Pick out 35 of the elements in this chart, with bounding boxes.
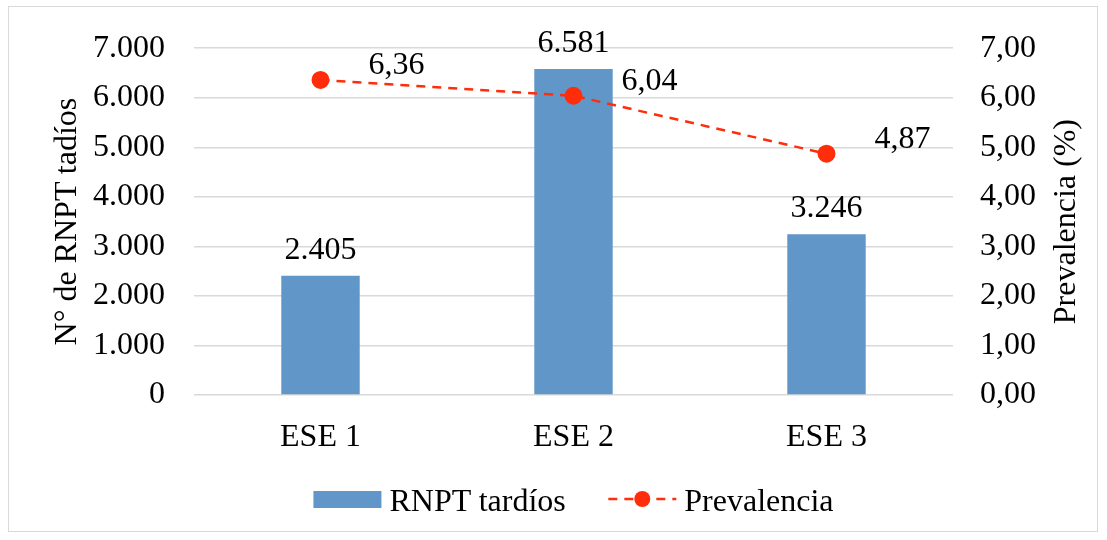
bar	[281, 275, 360, 395]
y-tick-label: 0	[149, 374, 165, 411]
y2-tick-label: 3,00	[980, 225, 1036, 262]
x-tick-label: ESE 1	[280, 416, 361, 453]
y2-tick-label: 6,00	[980, 77, 1036, 114]
y-axis-title: N° de RNPT tadíos	[47, 97, 84, 346]
y2-tick-label: 0,00	[980, 374, 1036, 411]
data-label: 6.581	[537, 22, 610, 59]
bar	[787, 234, 866, 395]
y2-tick-label: 7,00	[980, 27, 1036, 64]
y-tick-label: 4.000	[93, 176, 165, 213]
point	[817, 144, 836, 163]
legend-label: Prevalencia	[684, 482, 834, 519]
point	[564, 86, 583, 105]
data-label: 6,36	[368, 45, 425, 82]
y2-tick-label: 5,00	[980, 126, 1036, 163]
data-label: 6,04	[621, 61, 678, 98]
x-tick-label: ESE 2	[533, 416, 614, 453]
y2-tick-label: 2,00	[980, 275, 1036, 312]
legend-label: RNPT tardíos	[389, 482, 566, 519]
y-tick-label: 1.000	[93, 324, 165, 361]
y2-axis-title: Prevalencia (%)	[1046, 118, 1083, 325]
bar	[534, 68, 613, 395]
y-tick-label: 5.000	[93, 126, 165, 163]
x-tick-label: ESE 3	[786, 416, 867, 453]
data-label: 3.246	[790, 188, 863, 225]
y2-tick-label: 1,00	[980, 324, 1036, 361]
y-tick-label: 6.000	[93, 77, 165, 114]
data-label: 4,87	[874, 119, 931, 156]
y-tick-label: 3.000	[93, 225, 165, 262]
y-tick-label: 7.000	[93, 27, 165, 64]
data-label: 2.405	[284, 229, 357, 266]
point	[311, 70, 330, 89]
y2-tick-label: 4,00	[980, 176, 1036, 213]
y-tick-label: 2.000	[93, 275, 165, 312]
